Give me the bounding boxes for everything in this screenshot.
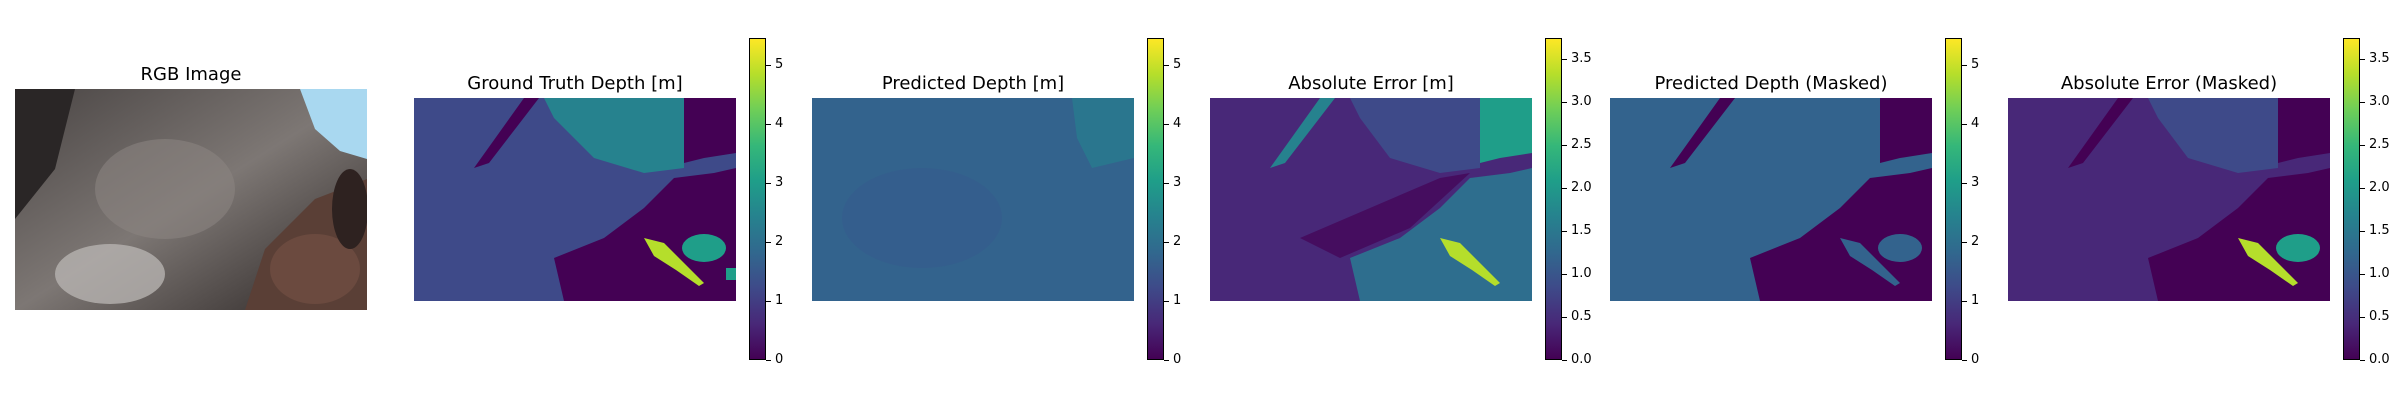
- predm-colorbar: [1945, 38, 1962, 360]
- tick-label: 0: [775, 352, 784, 367]
- tick-label: 1.0: [2369, 266, 2390, 281]
- tick-label: 0.5: [2369, 309, 2390, 324]
- tick-label: 1: [775, 293, 784, 308]
- predm-lower-invalid: [1750, 168, 1932, 301]
- panel-title: Ground Truth Depth [m]: [467, 73, 683, 94]
- errm-rock-yellow: [2238, 238, 2298, 286]
- errm-far-region: [2148, 98, 2278, 173]
- err-dark-band: [1300, 173, 1470, 258]
- rgb-mid-patch: [95, 139, 235, 239]
- errm-colorbar-ticks: 0.0 0.5 1.0 1.5 2.0 2.5 3.0 3.5: [2360, 38, 2400, 367]
- tick-label: 2: [775, 234, 784, 249]
- gt-rock-teal: [682, 234, 726, 262]
- panel-title: Absolute Error (Masked): [2060, 73, 2278, 94]
- tick-label: 2: [1971, 234, 1980, 249]
- rgb-brown-rock-2: [270, 234, 360, 304]
- gt-depth-map: [414, 98, 736, 301]
- errm-colorbar: [2343, 38, 2360, 360]
- tick-label: 1.5: [2369, 223, 2390, 238]
- pred-depth-map: [812, 98, 1134, 301]
- panel-title: Absolute Error [m]: [1288, 73, 1454, 94]
- tick-label: 1.5: [1571, 223, 1592, 238]
- err-rock-yellow: [1440, 238, 1500, 286]
- err-crack: [1270, 98, 1335, 168]
- panel-title: Predicted Depth (Masked): [1654, 73, 1888, 94]
- tick-label: 0.0: [1571, 352, 1592, 367]
- tick-label: 3.0: [2369, 94, 2390, 109]
- pred-colorbar: [1147, 38, 1164, 360]
- pred-variation: [842, 168, 1002, 268]
- gt-colorbar: [749, 38, 766, 360]
- pred-far-region: [1072, 98, 1134, 168]
- tick-label: 3.0: [1571, 94, 1592, 109]
- tick-label: 0: [1971, 352, 1980, 367]
- tick-label: 2.5: [2369, 137, 2390, 152]
- tick-label: 3: [775, 175, 784, 190]
- tick-label: 5: [1971, 57, 1980, 72]
- errm-lower-invalid: [2148, 168, 2330, 301]
- err-masked-map: [2008, 98, 2330, 301]
- tick-label: 1.0: [1571, 266, 1592, 281]
- predm-colorbar-ticks: 0 1 2 3 4 5: [1962, 38, 2002, 367]
- rgb-dark-left: [15, 89, 75, 219]
- panel-title: RGB Image: [140, 64, 242, 85]
- gt-sky-invalid: [684, 98, 736, 163]
- tick-label: 0: [1173, 352, 1182, 367]
- rgb-image: [15, 89, 367, 310]
- err-lower-region: [1350, 168, 1532, 301]
- tick-label: 5: [1173, 57, 1182, 72]
- pred-masked-map: [1610, 98, 1932, 301]
- err-colorbar-ticks: 0.0 0.5 1.0 1.5 2.0 2.5 3.0 3.5: [1562, 38, 1606, 367]
- tick-label: 2: [1173, 234, 1182, 249]
- tick-label: 1: [1173, 293, 1182, 308]
- predm-crack-invalid: [1670, 98, 1735, 168]
- err-map: [1210, 98, 1532, 301]
- tick-label: 2.0: [2369, 180, 2390, 195]
- tick-label: 3: [1971, 175, 1980, 190]
- gt-rock-yellow: [644, 238, 704, 286]
- err-sky-region: [1480, 98, 1532, 163]
- tick-label: 3.5: [1571, 51, 1592, 66]
- tick-label: 2.5: [1571, 137, 1592, 152]
- gt-rock-small: [726, 268, 736, 280]
- err-far-region: [1350, 98, 1480, 173]
- tick-label: 1: [1971, 293, 1980, 308]
- predm-rock-2: [1840, 238, 1900, 286]
- gt-far-region: [544, 98, 684, 173]
- tick-label: 0.0: [2369, 352, 2390, 367]
- tick-label: 3.5: [2369, 51, 2390, 66]
- errm-sky-invalid: [2278, 98, 2330, 163]
- tick-label: 4: [1971, 116, 1980, 131]
- panel-title: Predicted Depth [m]: [881, 73, 1065, 94]
- tick-label: 5: [775, 57, 784, 72]
- rgb-dark-right: [332, 169, 367, 249]
- tick-label: 3: [1173, 175, 1182, 190]
- err-colorbar: [1545, 38, 1562, 360]
- rgb-sky: [300, 89, 367, 159]
- gt-lower-invalid: [554, 168, 736, 301]
- errm-rock-teal: [2276, 234, 2320, 262]
- tick-label: 4: [1173, 116, 1182, 131]
- predm-sky-invalid: [1880, 98, 1932, 163]
- tick-label: 2.0: [1571, 180, 1592, 195]
- gt-colorbar-ticks: 0 1 2 3 4 5: [766, 38, 806, 367]
- gt-crack-invalid: [474, 98, 539, 168]
- errm-crack-invalid: [2068, 98, 2133, 168]
- rgb-light-patch: [55, 244, 165, 304]
- pred-colorbar-ticks: 0 1 2 3 4 5: [1164, 38, 1204, 367]
- predm-rock: [1878, 234, 1922, 262]
- tick-label: 0.5: [1571, 309, 1592, 324]
- tick-label: 4: [775, 116, 784, 131]
